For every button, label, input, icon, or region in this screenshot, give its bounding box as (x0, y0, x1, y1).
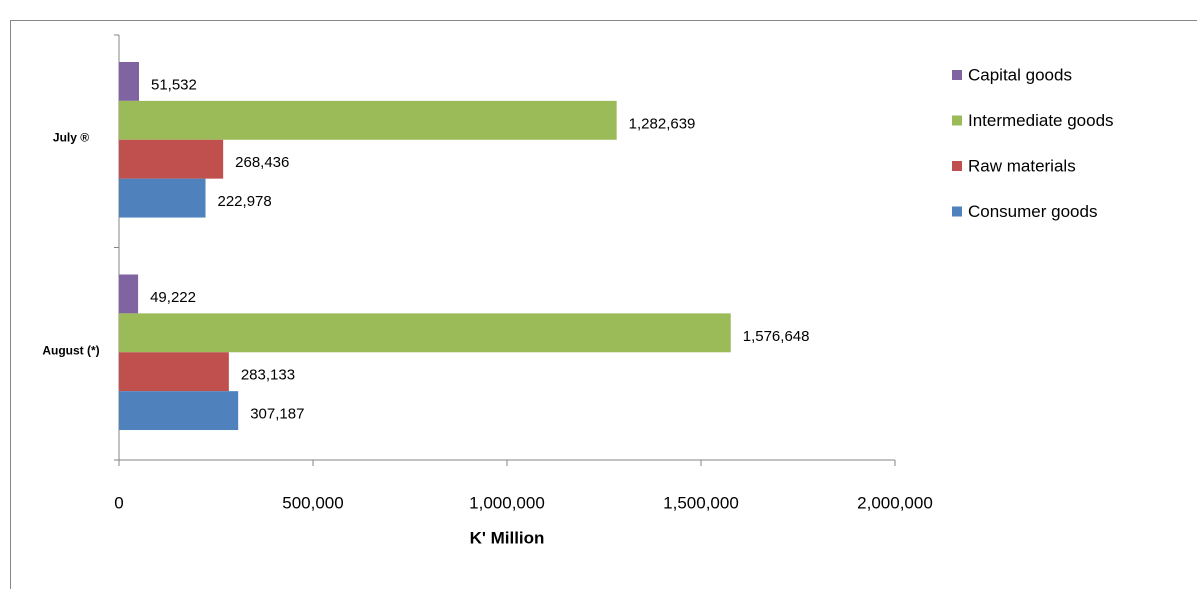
data-label: 51,532 (151, 76, 197, 93)
legend-label: Consumer goods (968, 202, 1097, 221)
bar (119, 139, 224, 179)
legend-label: Intermediate goods (968, 111, 1114, 130)
bar (119, 391, 239, 431)
bar (119, 61, 139, 101)
bar (119, 100, 617, 140)
legend-swatch (952, 115, 962, 126)
legend-swatch (952, 161, 962, 171)
x-tick-label: 1,500,000 (663, 493, 739, 512)
bar (119, 274, 139, 314)
x-axis-title: K' Million (470, 528, 545, 547)
x-tick-label: 2,000,000 (857, 493, 933, 512)
chart-frame (10, 20, 1197, 589)
bar (119, 178, 206, 218)
x-tick-label: 1,000,000 (469, 493, 545, 512)
data-label: 1,282,639 (629, 115, 696, 132)
y-tick-label: July ® (52, 130, 90, 145)
data-label: 49,222 (150, 289, 196, 306)
y-tick-label: August (*) (42, 343, 100, 358)
bar (119, 352, 229, 392)
bar (119, 313, 731, 353)
data-label: 268,436 (235, 154, 289, 171)
data-label: 307,187 (250, 406, 304, 423)
legend-label: Raw materials (968, 156, 1076, 175)
data-label: 1,576,648 (743, 328, 810, 345)
data-label: 222,978 (218, 193, 272, 210)
x-tick-label: 500,000 (282, 493, 343, 512)
legend-label: Capital goods (968, 65, 1072, 84)
legend-swatch (952, 70, 962, 80)
x-tick-label: 0 (114, 493, 123, 512)
legend-swatch (952, 206, 962, 217)
data-label: 283,133 (241, 367, 295, 384)
